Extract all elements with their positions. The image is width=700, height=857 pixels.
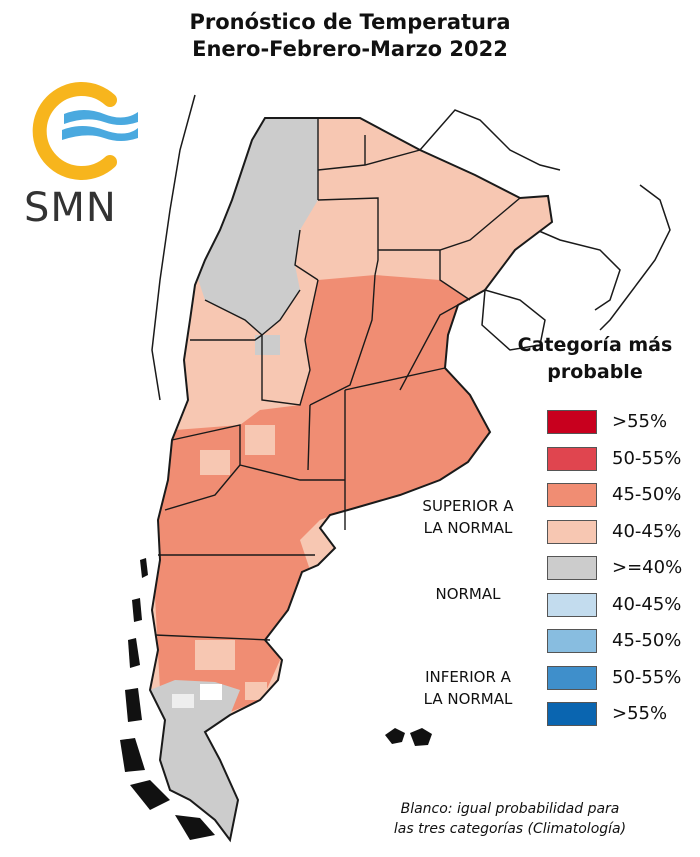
logo-text: SMN [24, 185, 117, 231]
legend-group-superior-line1: SUPERIOR A [422, 497, 514, 515]
legend-label: 45-50% [612, 484, 682, 505]
legend-swatch [547, 629, 597, 653]
legend-label: >55% [612, 703, 668, 724]
smn-logo-icon [32, 82, 138, 180]
islas-malvinas [385, 728, 432, 746]
map-title-line2: Enero-Febrero-Marzo 2022 [192, 37, 508, 61]
legend-label: >55% [612, 411, 668, 432]
legend-swatch [547, 556, 597, 580]
legend-group-inferior: INFERIOR A LA NORMAL [398, 666, 538, 710]
legend-swatch [547, 666, 597, 690]
legend-group-inferior-line2: LA NORMAL [423, 690, 513, 708]
legend-swatch [547, 593, 597, 617]
legend-label: 45-50% [612, 630, 682, 651]
province-borders [154, 118, 521, 641]
legend-label: 40-45% [612, 521, 682, 542]
legend-group-normal: NORMAL [435, 585, 501, 603]
legend-swatch [547, 483, 597, 507]
legend-swatch [547, 520, 597, 544]
legend-group-inferior-line1: INFERIOR A [425, 668, 511, 686]
neighbor-borders [151, 94, 671, 401]
note-line1: Blanco: igual probabilidad para [400, 801, 620, 817]
legend-swatch [547, 410, 597, 434]
map-title-line1: Pronóstico de Temperatura [189, 10, 511, 34]
legend-label: >=40% [612, 557, 683, 578]
argentina-map [120, 94, 671, 843]
note-line2: las tres categorías (Climatología) [393, 821, 627, 837]
legend-title-line1: Categoría más [517, 334, 673, 356]
legend-group-superior: SUPERIOR A LA NORMAL [398, 495, 538, 539]
legend-swatch [547, 702, 597, 726]
legend-group-superior-line2: LA NORMAL [423, 519, 513, 537]
legend-label: 40-45% [612, 594, 682, 615]
legend-title-line2: probable [547, 361, 643, 383]
legend-label: 50-55% [612, 448, 682, 469]
legend-label: 50-55% [612, 667, 682, 688]
chile-coast-islands [120, 558, 215, 840]
legend-swatch [547, 447, 597, 471]
